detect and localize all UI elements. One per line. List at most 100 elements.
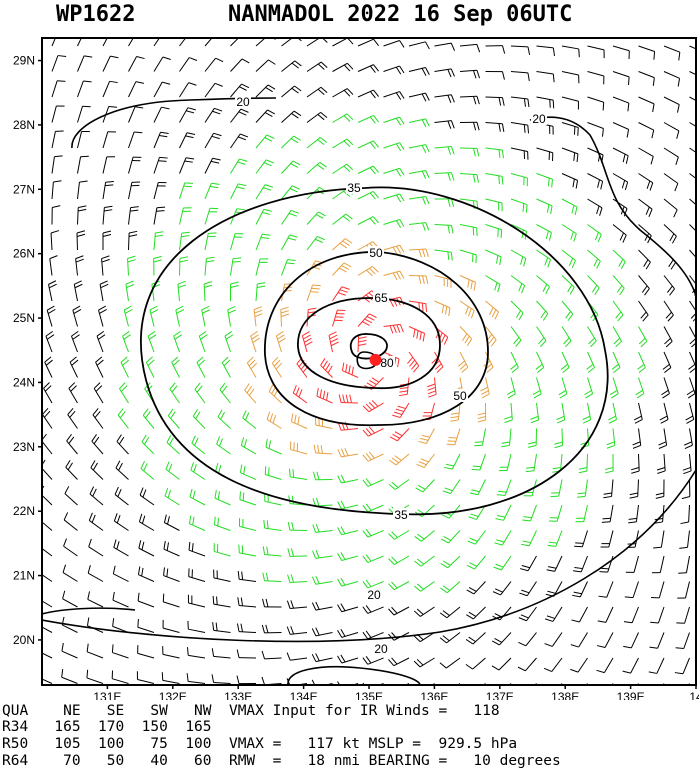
wind-barb — [663, 275, 675, 296]
wind-barb — [332, 88, 354, 98]
wind-barb — [219, 382, 231, 404]
wind-barb — [459, 43, 481, 53]
latitude-axis: 29N 28N 27N 26N 25N 24N 23N 22N 21N 20N — [13, 54, 42, 647]
wind-barb — [413, 606, 435, 617]
wind-barb — [111, 644, 129, 659]
wind-barb — [383, 167, 405, 177]
wind-barb — [128, 156, 142, 174]
wind-barb — [255, 184, 274, 200]
wind-barb — [306, 211, 326, 225]
wind-barb — [89, 486, 104, 506]
wind-barb — [408, 195, 430, 205]
wind-barb — [72, 305, 82, 327]
wind-barb — [357, 216, 379, 225]
lon-tick-label: 132E — [159, 690, 187, 700]
wind-barb — [517, 657, 537, 672]
wind-barb — [187, 620, 206, 633]
wind-barb — [362, 528, 384, 538]
wind-barb — [127, 255, 136, 276]
wind-barb — [510, 122, 530, 134]
wind-barb — [357, 140, 379, 149]
wind-barb — [215, 463, 231, 480]
wind-barb — [655, 479, 665, 499]
wind-barb — [474, 428, 486, 447]
wind-barb — [102, 156, 116, 174]
wind-barb — [362, 451, 384, 462]
wind-barb — [520, 555, 537, 572]
wind-barb — [88, 538, 104, 557]
wind-barb — [68, 382, 78, 404]
wind-barb — [186, 647, 206, 659]
wind-barb — [255, 84, 276, 98]
wind-barb — [153, 182, 167, 200]
wind-barb — [237, 570, 257, 582]
wind-barb — [522, 504, 537, 522]
wind-barb — [388, 555, 410, 565]
wind-barb — [337, 447, 359, 458]
wind-barb — [689, 96, 696, 102]
wind-barb — [92, 408, 104, 429]
wind-barb — [510, 275, 526, 294]
wind-barb — [42, 652, 53, 659]
wind-barb — [570, 632, 588, 648]
wind-barb — [434, 249, 453, 261]
wind-barb — [434, 120, 455, 129]
wind-barb — [290, 413, 308, 429]
wind-barb — [332, 309, 346, 327]
storm-parameters-table: QUA NE SE SW NW VMAX Input for IR Winds … — [0, 700, 699, 772]
wind-barb — [625, 555, 639, 573]
wind-barb — [312, 550, 333, 559]
wind-barb — [485, 122, 505, 132]
lon-tick-label: 137E — [486, 690, 514, 700]
lat-tick-label: 29N — [13, 54, 35, 68]
wind-barb — [388, 606, 410, 616]
wind-barb — [357, 332, 367, 353]
wind-barb — [306, 284, 321, 302]
wind-barb — [408, 275, 429, 284]
wind-barb — [648, 657, 665, 674]
wind-barb — [242, 410, 257, 429]
chart-title: WP1622 NANMADOL 2022 16 Sep 06UTC — [0, 0, 699, 34]
wind-barb — [357, 89, 380, 99]
wind-barb — [337, 654, 359, 664]
wind-barb — [42, 600, 53, 608]
wind-barb — [383, 244, 405, 255]
wind-barb — [536, 275, 550, 295]
wind-barb — [261, 624, 282, 634]
wind-barb — [239, 464, 257, 480]
wind-barb — [628, 504, 639, 524]
wind-barb — [663, 300, 674, 322]
storm-name-date: NANMADOL 2022 16 Sep 06UTC — [228, 2, 573, 27]
wind-barb — [332, 213, 353, 225]
wind-barb — [250, 331, 261, 353]
wind-barb — [362, 630, 384, 640]
wind-barb — [287, 548, 308, 557]
wind-barb — [196, 356, 206, 378]
contour-label-bg — [452, 389, 468, 402]
wind-barb — [179, 207, 192, 225]
wind-barb — [485, 96, 505, 106]
wind-barb — [357, 313, 377, 327]
wind-barb — [480, 377, 490, 399]
wind-barb — [536, 173, 553, 188]
wind-barb — [467, 530, 486, 545]
wind-barb — [125, 280, 135, 302]
wind-barb — [663, 326, 673, 348]
wind-barb — [77, 205, 87, 225]
wind-barb — [230, 133, 249, 149]
wind-barb — [281, 135, 301, 149]
wind-barb — [575, 504, 588, 523]
wind-barb — [98, 305, 107, 327]
wind-barb — [115, 460, 129, 480]
wind-barb — [338, 394, 359, 404]
wind-barb — [337, 577, 359, 587]
wind-barb — [623, 632, 639, 649]
wind-barb — [677, 581, 690, 599]
wind-barb — [362, 478, 384, 487]
wind-barb — [153, 156, 168, 174]
wind-barb — [177, 280, 187, 302]
wind-barb — [604, 453, 614, 474]
wind-barb — [179, 132, 196, 149]
wind-barb — [49, 255, 58, 276]
wind-barb — [153, 106, 170, 123]
